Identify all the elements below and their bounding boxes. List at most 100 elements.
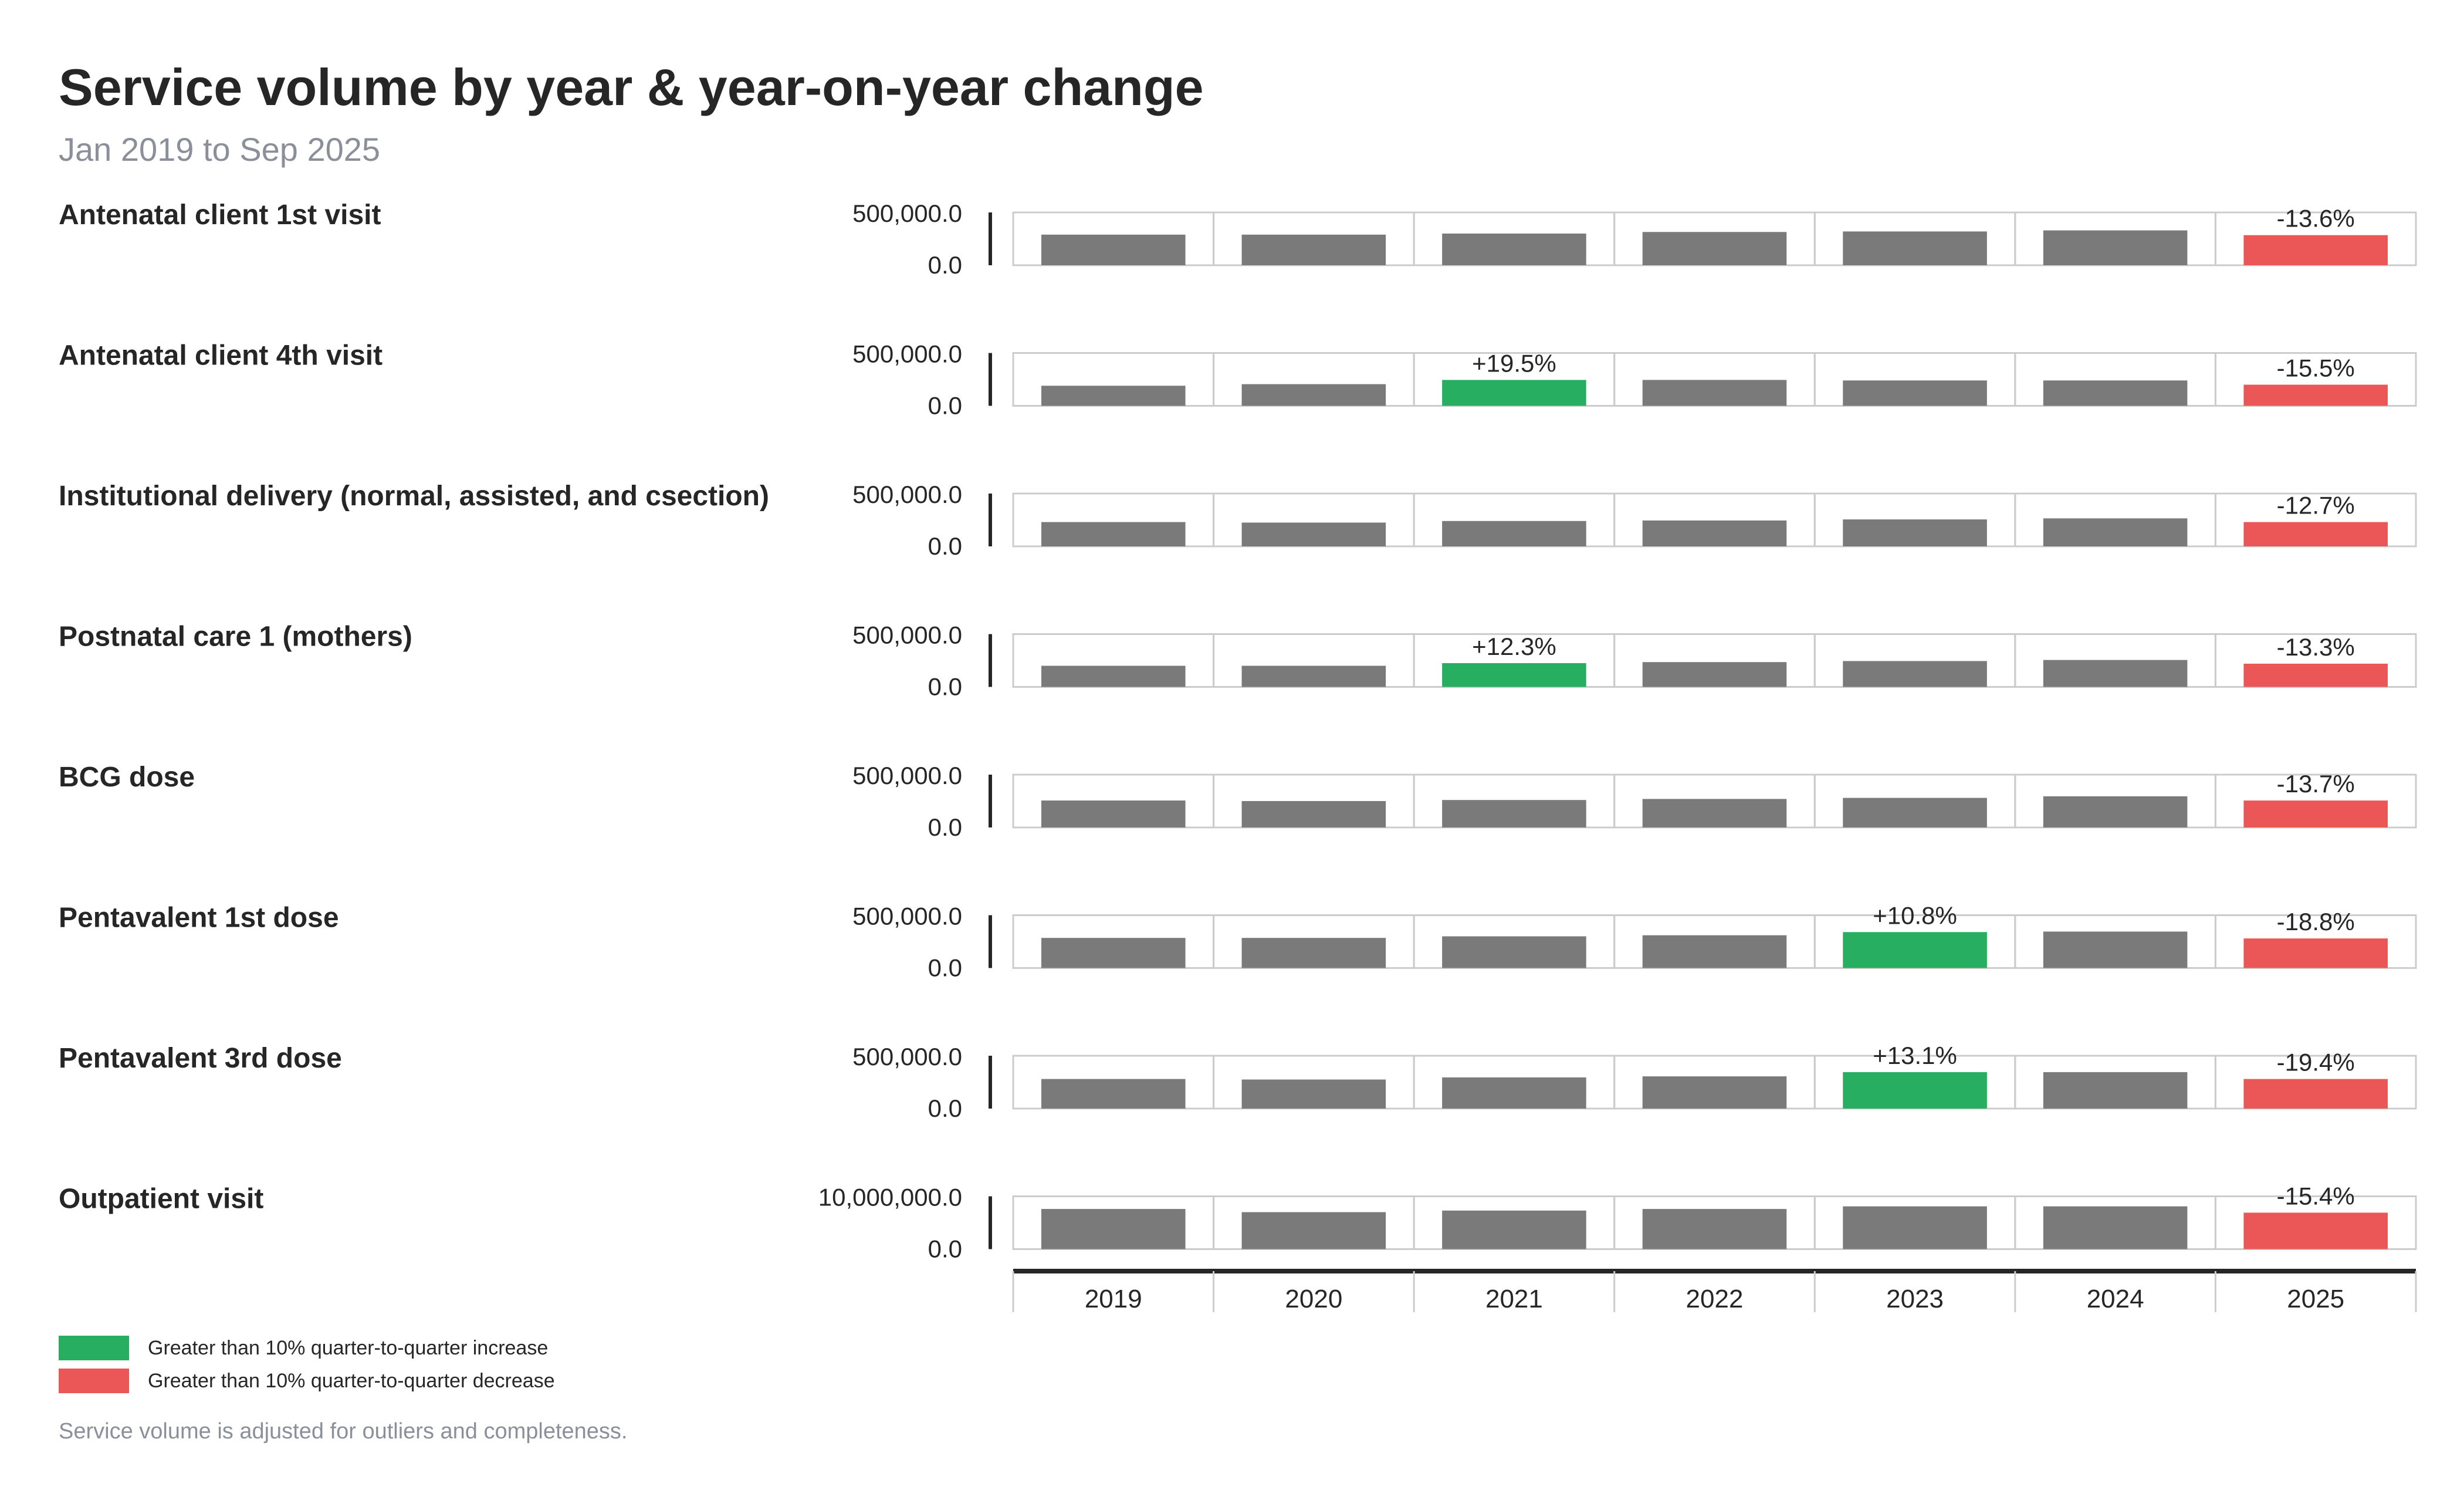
bar-2020 [1241, 665, 1386, 687]
bar-2025 [2243, 384, 2388, 406]
panel-label: Pentavalent 3rd dose [59, 1043, 342, 1074]
bar-2022 [1642, 380, 1787, 406]
y-tick-label: 0.0 [928, 954, 962, 982]
data-label: -15.5% [2277, 354, 2355, 382]
y-tick-label: 0.0 [928, 1235, 962, 1263]
y-tick-label: 500,000.0 [852, 481, 962, 508]
bar-2021 [1442, 380, 1586, 406]
panel-label: Postnatal care 1 (mothers) [59, 621, 412, 653]
bar-2019 [1041, 1209, 1186, 1249]
bar-2019 [1041, 938, 1186, 968]
bar-2021 [1442, 800, 1586, 827]
bar-2022 [1642, 662, 1787, 687]
panel-label: Outpatient visit [59, 1184, 263, 1215]
y-tick-label: 0.0 [928, 1094, 962, 1122]
data-label: -13.7% [2277, 770, 2355, 798]
bar-2024 [2043, 796, 2188, 827]
x-tick-label: 2023 [1886, 1285, 1944, 1313]
bar-2025 [2243, 800, 2388, 827]
bar-2020 [1241, 384, 1386, 406]
chart-subtitle: Jan 2019 to Sep 2025 [59, 131, 381, 168]
legend-item-increase: Greater than 10% quarter-to-quarter incr… [59, 1336, 555, 1360]
bar-2021 [1442, 936, 1586, 968]
bar-2023 [1843, 932, 1987, 968]
bar-2019 [1041, 386, 1186, 406]
panel-label: Antenatal client 4th visit [59, 340, 383, 371]
bar-2024 [2043, 1206, 2188, 1249]
chart-title: Service volume by year & year-on-year ch… [59, 58, 1204, 116]
bar-2023 [1843, 519, 1987, 546]
bar-2021 [1442, 1077, 1586, 1109]
y-tick-label: 500,000.0 [852, 1043, 962, 1070]
data-label: -18.8% [2277, 908, 2355, 935]
bar-2022 [1642, 1076, 1787, 1109]
bar-2022 [1642, 1209, 1787, 1249]
data-label: +13.1% [1873, 1042, 1957, 1069]
bar-2023 [1843, 798, 1987, 827]
y-tick-label: 10,000,000.0 [818, 1184, 962, 1211]
bar-2023 [1843, 380, 1987, 406]
legend-swatch-increase [59, 1336, 129, 1360]
legend: Greater than 10% quarter-to-quarter incr… [59, 1336, 555, 1401]
bar-2025 [2243, 938, 2388, 968]
bar-2019 [1041, 522, 1186, 546]
y-tick-label: 0.0 [928, 392, 962, 420]
data-label: +19.5% [1472, 349, 1556, 377]
bar-2024 [2043, 1072, 2188, 1109]
data-label: +10.8% [1873, 901, 1957, 929]
bar-2023 [1843, 661, 1987, 687]
bar-2022 [1642, 799, 1787, 827]
legend-label-increase: Greater than 10% quarter-to-quarter incr… [148, 1336, 549, 1359]
x-tick-label: 2022 [1686, 1285, 1744, 1313]
data-label: -19.4% [2277, 1049, 2355, 1076]
x-tick-label: 2024 [2087, 1285, 2144, 1313]
bar-2021 [1442, 1210, 1586, 1249]
data-label: -15.4% [2277, 1182, 2355, 1210]
legend-swatch-decrease [59, 1369, 129, 1393]
y-tick-label: 500,000.0 [852, 340, 962, 368]
data-label: -13.3% [2277, 633, 2355, 661]
bar-2024 [2043, 380, 2188, 406]
bar-2024 [2043, 931, 2188, 968]
bar-2019 [1041, 665, 1186, 687]
legend-label-decrease: Greater than 10% quarter-to-quarter decr… [148, 1369, 555, 1392]
y-tick-label: 0.0 [928, 813, 962, 841]
bar-2019 [1041, 234, 1186, 265]
bar-2023 [1843, 1072, 1987, 1109]
bar-2024 [2043, 660, 2188, 687]
bar-2025 [2243, 1212, 2388, 1249]
data-label: -13.6% [2277, 205, 2355, 232]
panel-label: BCG dose [59, 762, 195, 793]
y-tick-label: 500,000.0 [852, 762, 962, 789]
bar-2022 [1642, 520, 1787, 546]
x-tick-label: 2021 [1485, 1285, 1543, 1313]
bar-2023 [1843, 1206, 1987, 1249]
panel-label: Pentavalent 1st dose [59, 903, 339, 934]
panel-label: Institutional delivery (normal, assisted… [59, 481, 769, 512]
bar-2020 [1241, 938, 1386, 968]
bar-2022 [1642, 935, 1787, 968]
x-tick-label: 2019 [1085, 1285, 1142, 1313]
data-label: +12.3% [1472, 633, 1556, 660]
bar-2025 [2243, 663, 2388, 687]
x-tick-label: 2020 [1285, 1285, 1342, 1313]
y-tick-label: 500,000.0 [852, 621, 962, 649]
y-tick-label: 0.0 [928, 532, 962, 560]
bar-2024 [2043, 230, 2188, 265]
x-tick-label: 2025 [2287, 1285, 2344, 1313]
panel-label: Antenatal client 1st visit [59, 200, 381, 231]
data-label: -12.7% [2277, 492, 2355, 519]
footnote: Service volume is adjusted for outliers … [59, 1419, 628, 1444]
bar-2020 [1241, 801, 1386, 827]
bar-2021 [1442, 663, 1586, 687]
y-tick-label: 0.0 [928, 251, 962, 279]
bar-2019 [1041, 1079, 1186, 1109]
bar-2025 [2243, 522, 2388, 546]
bar-2020 [1241, 1212, 1386, 1249]
legend-item-decrease: Greater than 10% quarter-to-quarter decr… [59, 1369, 555, 1393]
bar-2025 [2243, 1079, 2388, 1109]
bar-2024 [2043, 518, 2188, 546]
bar-2022 [1642, 232, 1787, 265]
bar-2019 [1041, 800, 1186, 827]
